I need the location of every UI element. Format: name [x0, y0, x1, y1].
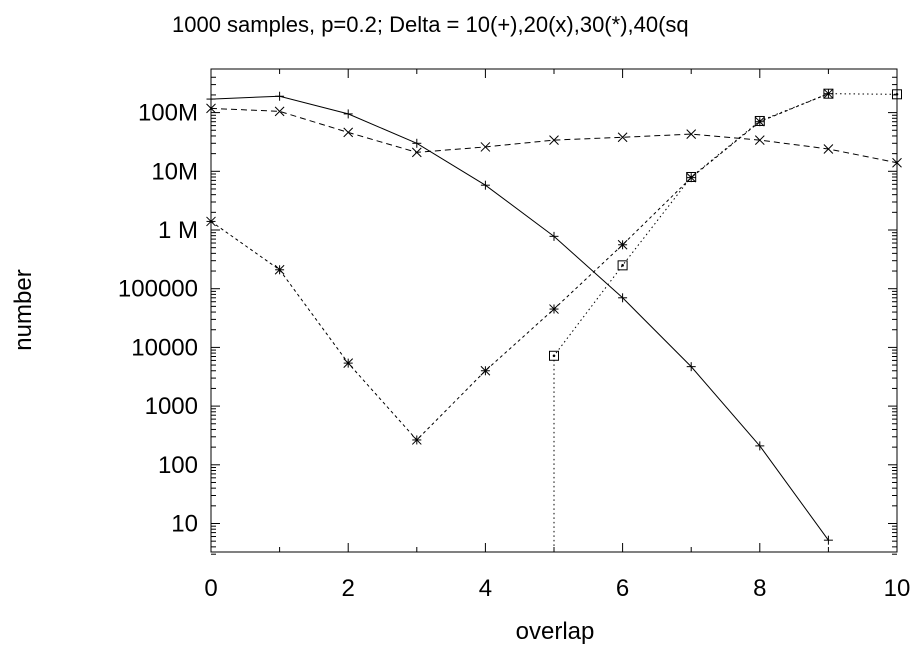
data-point	[823, 88, 834, 99]
series-line	[211, 93, 829, 441]
data-point	[617, 260, 628, 271]
data-point	[549, 350, 559, 361]
x-tick-label: 8	[753, 575, 766, 602]
markers-layer	[206, 88, 902, 545]
data-point	[686, 171, 697, 182]
y-tick-label: 10	[171, 511, 198, 538]
data-point	[617, 239, 628, 250]
data-point	[754, 135, 765, 145]
ticks: 0 2 4 6 8 10 10 100 1000 10000 100000 1 M 10M 100M	[118, 69, 910, 602]
data-point	[618, 293, 628, 303]
data-point	[755, 441, 765, 451]
data-point	[206, 216, 216, 227]
series-layer	[211, 93, 897, 552]
x-tick-label: 0	[204, 575, 217, 602]
data-point	[617, 132, 628, 143]
y-axis-label: number	[10, 269, 37, 351]
x-tick-label: 6	[616, 575, 629, 602]
data-point	[274, 106, 285, 117]
y-tick-label: 100	[158, 452, 198, 479]
x-tick-label: 10	[884, 575, 911, 602]
x-tick-label: 2	[342, 575, 355, 602]
series-line	[211, 95, 829, 541]
data-point	[206, 94, 216, 104]
data-point	[892, 157, 902, 168]
data-point	[754, 115, 765, 126]
data-point	[549, 231, 559, 241]
y-tick-label: 10000	[131, 334, 198, 361]
x-tick-label: 4	[479, 575, 492, 602]
data-point	[275, 91, 285, 101]
y-tick-label: 1000	[145, 393, 198, 420]
y-tick-label: 10M	[151, 158, 198, 185]
series-line	[553, 93, 897, 552]
data-point	[549, 304, 559, 314]
data-point	[411, 147, 422, 158]
data-point	[412, 138, 422, 148]
data-point	[343, 109, 353, 119]
y-tick-label: 100000	[118, 276, 198, 303]
series-line	[211, 107, 897, 164]
y-tick-label: 1 M	[158, 217, 198, 244]
x-axis-label: overlap	[515, 618, 595, 645]
data-point	[892, 89, 902, 100]
data-point	[686, 362, 696, 372]
data-point	[480, 365, 491, 376]
data-point	[480, 142, 491, 152]
data-point	[343, 127, 354, 138]
y-tick-label: 100M	[138, 100, 198, 127]
data-point	[343, 358, 354, 368]
data-point	[411, 435, 422, 445]
data-point	[686, 129, 697, 139]
chart-title: 1000 samples, p=0.2; Delta = 10(+),20(x)…	[172, 12, 689, 37]
data-point	[274, 264, 285, 275]
data-point	[206, 103, 216, 114]
data-point	[480, 180, 490, 190]
data-point	[823, 144, 834, 154]
data-point	[823, 535, 833, 545]
data-point	[549, 135, 559, 145]
